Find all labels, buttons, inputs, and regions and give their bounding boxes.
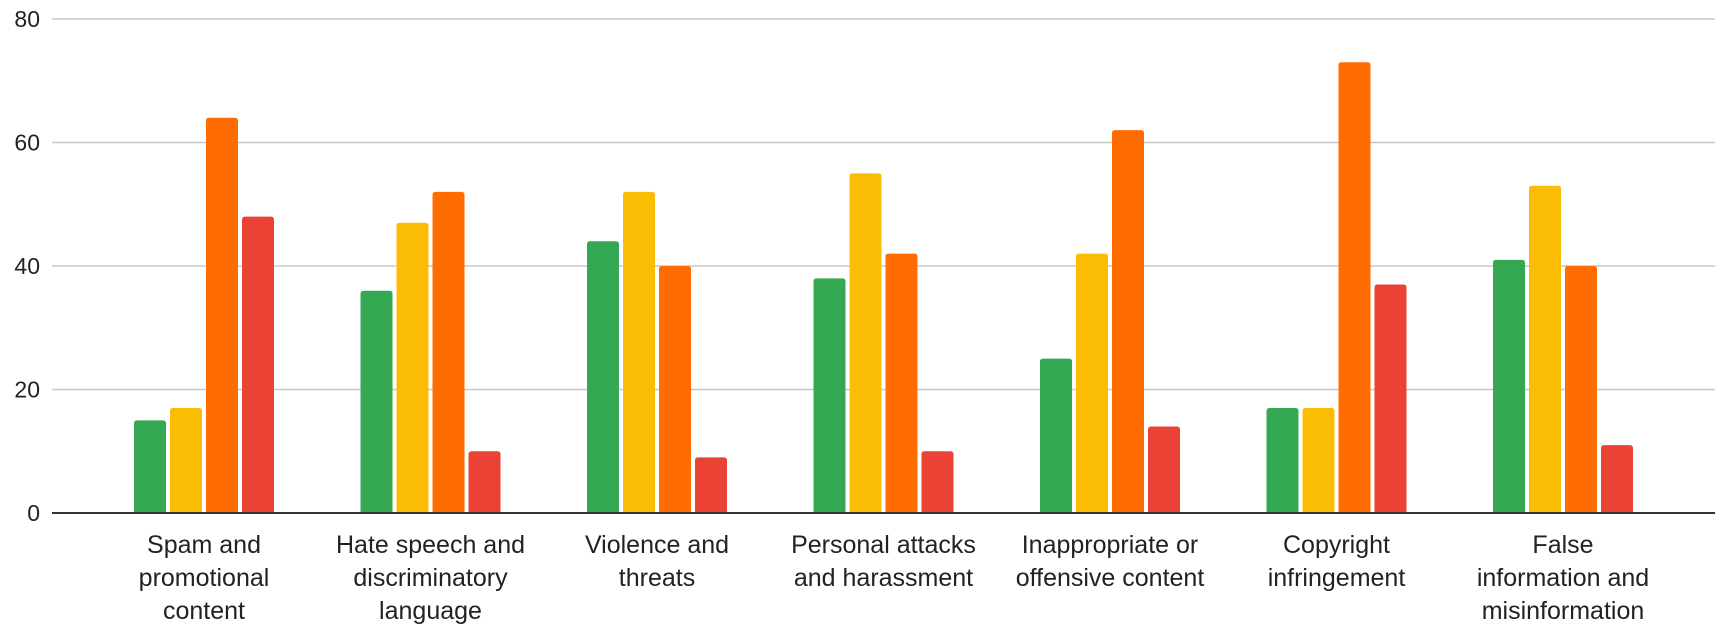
bar: [1338, 62, 1371, 513]
bar: [1148, 426, 1180, 513]
grid-lines: [52, 18, 1715, 391]
bar: [1529, 185, 1561, 513]
x-axis-category-labels: Spam and promotional content Hate speech an…: [139, 531, 1649, 625]
x-tick-label: Violence and threats: [585, 531, 729, 592]
bar: [1374, 284, 1407, 513]
bar: [659, 266, 691, 513]
bar: [885, 253, 918, 513]
x-tick-label: False information and misinformation: [1477, 531, 1649, 625]
bar: [695, 457, 727, 513]
bar: [1076, 253, 1108, 513]
bar: [1493, 259, 1525, 513]
x-tick-label-line: infringement: [1268, 564, 1406, 592]
bar: [813, 278, 846, 513]
y-tick-label: 20: [14, 377, 40, 403]
bar: [360, 290, 393, 513]
x-tick-label-line: False: [1532, 531, 1593, 559]
x-tick-label-line: offensive content: [1016, 564, 1205, 592]
x-tick-label-line: content: [163, 597, 245, 625]
x-tick-label-line: Spam and: [147, 531, 261, 559]
bar: [1302, 408, 1335, 513]
x-tick-label-line: discriminatory: [353, 564, 508, 592]
x-tick-label: Personal attacks and harassment: [791, 531, 976, 592]
x-tick-label-line: promotional: [139, 564, 270, 592]
x-tick-label-line: Violence and: [585, 531, 729, 559]
y-tick-label: 40: [14, 253, 40, 279]
bar: [206, 117, 238, 514]
x-tick-label-line: and harassment: [794, 564, 973, 592]
y-tick-label: 60: [14, 130, 40, 156]
bar: [1601, 445, 1633, 513]
x-tick-label-line: information and: [1477, 564, 1649, 592]
x-tick-label-line: Personal attacks: [791, 531, 976, 559]
y-tick-label: 0: [27, 500, 40, 526]
bar: [396, 222, 429, 513]
x-tick-label: Spam and promotional content: [139, 531, 270, 625]
x-tick-label-line: Inappropriate or: [1022, 531, 1199, 559]
x-tick-label-line: misinformation: [1482, 597, 1645, 625]
bar: [1565, 266, 1597, 513]
x-tick-label: Inappropriate or offensive content: [1016, 531, 1205, 592]
x-tick-label-line: Hate speech and: [336, 531, 525, 559]
bar: [468, 451, 501, 513]
x-tick-label-line: threats: [619, 564, 695, 592]
bar: [432, 191, 465, 513]
y-tick-label: 80: [14, 6, 40, 32]
bar: [849, 173, 882, 513]
bar: [170, 408, 202, 513]
bar: [134, 420, 166, 513]
bars: [134, 62, 1633, 514]
x-tick-label-line: language: [379, 597, 482, 625]
y-axis-ticks: 0 20 40 60 80: [14, 6, 40, 526]
x-tick-label: Hate speech and discriminatory language: [336, 531, 525, 625]
bar: [587, 241, 619, 514]
bar: [1266, 408, 1299, 513]
bar: [1040, 358, 1072, 513]
bar: [1112, 130, 1144, 513]
bar: [921, 451, 954, 513]
bar: [242, 216, 274, 513]
x-tick-label: Copyright infringement: [1268, 531, 1406, 592]
bar: [623, 191, 655, 513]
x-tick-label-line: Copyright: [1283, 531, 1390, 559]
